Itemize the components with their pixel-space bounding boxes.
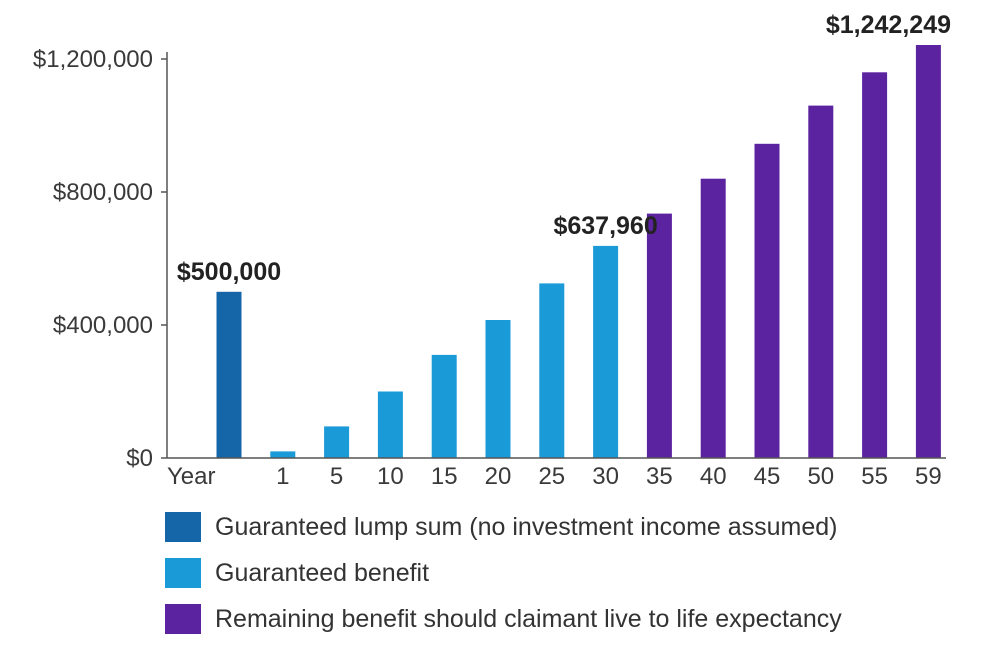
bar-lump-sum bbox=[216, 291, 242, 459]
legend: Guaranteed lump sum (no investment incom… bbox=[165, 512, 842, 650]
bar-50 bbox=[808, 105, 834, 458]
data-label: $1,242,249 bbox=[826, 11, 951, 39]
data-label: $637,960 bbox=[553, 212, 657, 240]
legend-swatch-remaining-benefit bbox=[165, 604, 201, 634]
legend-swatch-guaranteed-benefit bbox=[165, 558, 201, 588]
x-tick-label: 30 bbox=[592, 463, 619, 490]
bar-35 bbox=[646, 213, 672, 458]
x-ticks-group: 1 5 10 15 20 25 30 35 40 45 50 55 59 bbox=[276, 463, 942, 490]
x-tick-label: 1 bbox=[276, 463, 289, 490]
bar-59 bbox=[915, 45, 941, 458]
bar-1 bbox=[270, 451, 296, 458]
x-tick-label: 35 bbox=[646, 463, 673, 490]
x-tick-label: 20 bbox=[485, 463, 512, 490]
bar-30 bbox=[593, 245, 619, 458]
legend-item-lump-sum: Guaranteed lump sum (no investment incom… bbox=[165, 512, 842, 542]
bar-5 bbox=[324, 426, 350, 458]
x-tick-label: 10 bbox=[377, 463, 404, 490]
x-axis-title: Year bbox=[167, 463, 216, 490]
legend-item-guaranteed-benefit: Guaranteed benefit bbox=[165, 558, 842, 588]
x-tick-label: 5 bbox=[330, 463, 343, 490]
bar-40 bbox=[700, 178, 726, 458]
bar-45 bbox=[754, 143, 780, 459]
bars-group bbox=[216, 45, 941, 459]
bar-15 bbox=[431, 354, 457, 458]
bar-20 bbox=[485, 320, 511, 458]
x-tick-label: 45 bbox=[754, 463, 781, 490]
y-tick-label: $400,000 bbox=[53, 312, 153, 339]
y-tick-label: $0 bbox=[126, 445, 153, 472]
legend-label-lump-sum: Guaranteed lump sum (no investment incom… bbox=[215, 512, 838, 541]
legend-item-remaining-benefit: Remaining benefit should claimant live t… bbox=[165, 604, 842, 634]
x-tick-label: 50 bbox=[807, 463, 834, 490]
y-tick-label: $800,000 bbox=[53, 179, 153, 206]
legend-swatch-lump-sum bbox=[165, 512, 201, 542]
bar-55 bbox=[862, 72, 888, 459]
bar-10 bbox=[377, 391, 403, 458]
legend-label-guaranteed-benefit: Guaranteed benefit bbox=[215, 558, 430, 587]
bar-chart: $500,000 $637,960 $1,242,249 $0 $400,000 $80… bbox=[33, 11, 951, 490]
y-tick-label: $1,200,000 bbox=[33, 46, 153, 73]
x-tick-label: 25 bbox=[538, 463, 565, 490]
data-labels-group: $500,000 $637,960 $1,242,249 bbox=[177, 11, 951, 286]
legend-label-remaining-benefit: Remaining benefit should claimant live t… bbox=[215, 604, 842, 633]
x-tick-label: 15 bbox=[431, 463, 458, 490]
y-ticks-group: $0 $400,000 $800,000 $1,200,000 bbox=[33, 46, 167, 472]
bar-25 bbox=[539, 283, 565, 458]
data-label: $500,000 bbox=[177, 258, 281, 286]
x-tick-label: 59 bbox=[915, 463, 942, 490]
x-tick-label: 40 bbox=[700, 463, 727, 490]
x-tick-label: 55 bbox=[861, 463, 888, 490]
